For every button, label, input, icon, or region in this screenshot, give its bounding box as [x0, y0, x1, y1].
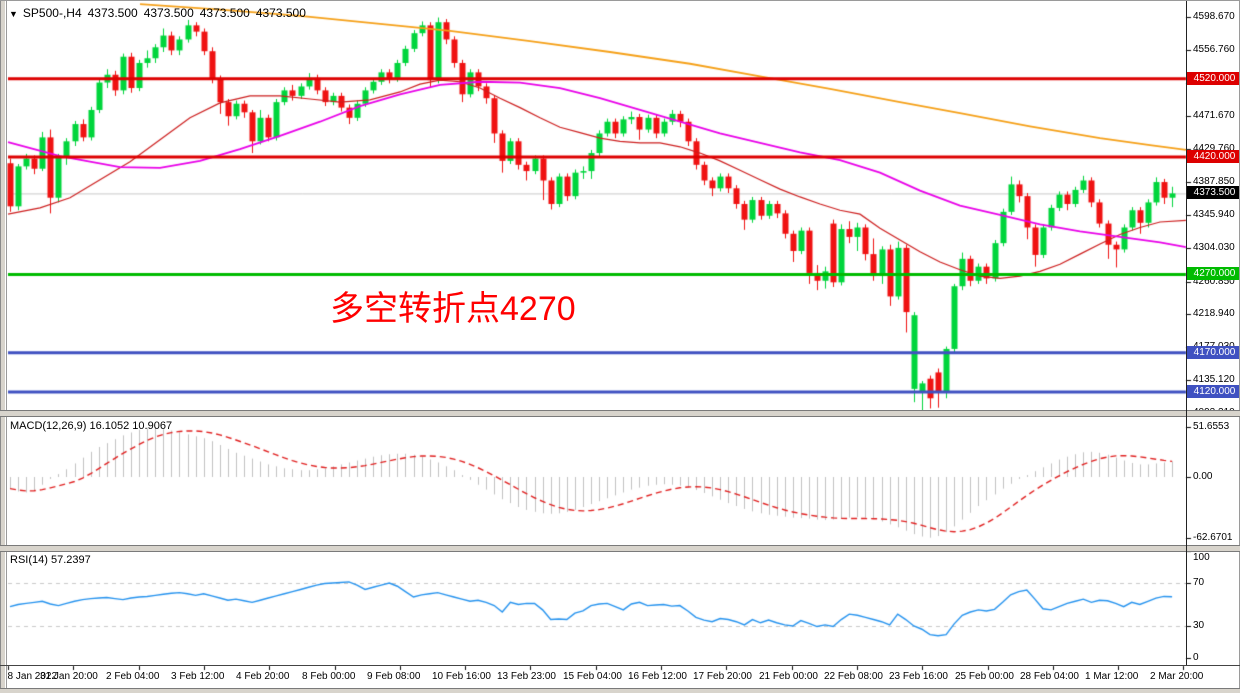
time-axis-label[interactable]: 21 Feb 00:00	[759, 671, 818, 682]
ohlc-high: 4373.500	[143, 6, 194, 20]
time-axis-label[interactable]: 10 Feb 16:00	[432, 671, 491, 682]
time-axis-label[interactable]: 16 Feb 12:00	[628, 671, 687, 682]
symbol-period-label: SP500-,H4	[22, 6, 82, 20]
time-axis-label[interactable]: 25 Feb 00:00	[955, 671, 1014, 682]
chart-title: ▼ SP500-,H4 4373.500 4373.500 4373.500 4373.5…	[9, 6, 312, 20]
rsi-label: RSI(14) 57.2397	[10, 554, 91, 566]
window-top-border	[0, 0, 1240, 1]
time-axis-label[interactable]: 23 Feb 16:00	[889, 671, 948, 682]
rsi-axis-tick[interactable]: 70	[1193, 577, 1205, 588]
macd-values: 16.1052 10.9067	[89, 420, 173, 432]
macd-axis-tick[interactable]: 51.6553	[1193, 420, 1230, 432]
time-axis-label[interactable]: 22 Feb 08:00	[824, 671, 883, 682]
price-axis-tick[interactable]: 4260.850	[1193, 275, 1235, 287]
time-axis-label[interactable]: 28 Feb 04:00	[1020, 671, 1079, 682]
level-price-badge: 4420.000	[1187, 149, 1240, 163]
time-axis-label[interactable]: 31 Jan 20:00	[40, 671, 98, 682]
time-axis-label[interactable]: 28 Jan 2022	[2, 671, 58, 682]
time-axis-label[interactable]: 2 Feb 04:00	[106, 671, 160, 682]
time-axis-label[interactable]: 3 Feb 12:00	[171, 671, 225, 682]
time-axis-label[interactable]: 4 Feb 20:00	[236, 671, 290, 682]
level-price-badge: 4170.000	[1187, 345, 1240, 359]
time-axis-label[interactable]: 8 Feb 00:00	[302, 671, 356, 682]
current-price-badge: 4373.500	[1187, 186, 1240, 200]
window-bottom-border	[0, 688, 1240, 693]
ohlc-open: 4373.500	[87, 6, 138, 20]
price-axis-tick[interactable]: 4598.670	[1193, 11, 1235, 22]
ohlc-close: 4373.500	[255, 6, 306, 20]
macd-axis-tick[interactable]: 0.00	[1193, 471, 1213, 482]
price-axis-tick[interactable]: 4471.670	[1193, 110, 1235, 122]
level-price-badge: 4120.000	[1187, 385, 1240, 398]
price-axis-tick[interactable]: 4304.030	[1193, 241, 1235, 253]
price-axis-tick[interactable]: 4135.120	[1193, 374, 1235, 386]
rsi-axis-tick[interactable]: 0	[1193, 652, 1199, 664]
price-axis-tick[interactable]: 4218.940	[1193, 308, 1235, 320]
time-axis-border	[0, 665, 1240, 666]
time-axis-label[interactable]: 15 Feb 04:00	[563, 671, 622, 682]
time-axis-label[interactable]: 17 Feb 20:00	[693, 671, 752, 682]
time-axis-label[interactable]: 13 Feb 23:00	[497, 671, 556, 682]
macd-axis-tick[interactable]: -62.6701	[1193, 531, 1233, 543]
panel-divider-main-macd[interactable]	[0, 410, 1240, 417]
level-price-badge: 4270.000	[1187, 267, 1240, 281]
time-axis-label[interactable]: 9 Feb 08:00	[367, 671, 421, 682]
price-axis-tick[interactable]: 4345.940	[1193, 209, 1235, 220]
rsi-axis-tick[interactable]: 100	[1193, 552, 1210, 563]
panel-divider-macd-rsi[interactable]	[0, 545, 1240, 552]
macd-label: MACD(12,26,9) 16.1052 10.9067	[10, 420, 173, 432]
chart-dropdown-icon[interactable]: ▼	[9, 9, 18, 19]
level-price-badge: 4520.000	[1187, 71, 1240, 85]
window-left-border	[0, 0, 7, 693]
ohlc-low: 4373.500	[199, 6, 250, 20]
rsi-axis-tick[interactable]: 30	[1193, 620, 1205, 631]
text-annotation[interactable]: 多空转折点4270	[330, 290, 576, 328]
time-axis-label[interactable]: 2 Mar 20:00	[1150, 671, 1204, 682]
price-axis-tick[interactable]: 4429.760	[1193, 143, 1235, 155]
price-axis-separator	[1186, 1, 1187, 665]
time-axis-label[interactable]: 1 Mar 12:00	[1085, 671, 1139, 682]
price-axis-tick[interactable]: 4387.850	[1193, 176, 1235, 188]
price-axis-tick[interactable]: 4556.760	[1193, 43, 1235, 55]
